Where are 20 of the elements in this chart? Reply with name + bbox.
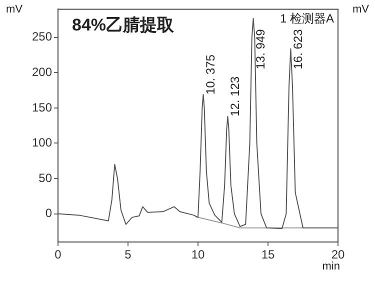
x-axis-title: min bbox=[322, 260, 340, 273]
y-tick-label: 150 bbox=[32, 100, 52, 114]
x-tick-label: 5 bbox=[124, 248, 132, 262]
y-tick-label: 100 bbox=[32, 136, 52, 150]
y2-axis-title: mV bbox=[352, 4, 370, 16]
y-tick-label: 0 bbox=[45, 206, 52, 220]
y-tick-label: 200 bbox=[32, 65, 52, 80]
annotation: 10. 375 bbox=[204, 54, 218, 95]
annotation: 13. 949 bbox=[254, 28, 268, 70]
chart-title: 84%乙腈提取 bbox=[72, 15, 176, 34]
x-tick-label: 0 bbox=[54, 248, 62, 262]
y-axis-title: mV bbox=[6, 4, 24, 16]
y-tick-label: 50 bbox=[38, 170, 52, 185]
y-tick-label: 250 bbox=[32, 30, 52, 44]
annotation: 16. 623 bbox=[291, 28, 306, 70]
x-tick-label: 15 bbox=[261, 248, 275, 262]
x-tick-label: 20 bbox=[331, 248, 345, 262]
x-tick-label: 10 bbox=[191, 248, 205, 262]
annotation: 1 检测器A bbox=[280, 12, 334, 26]
annotation: 12. 123 bbox=[228, 76, 242, 116]
